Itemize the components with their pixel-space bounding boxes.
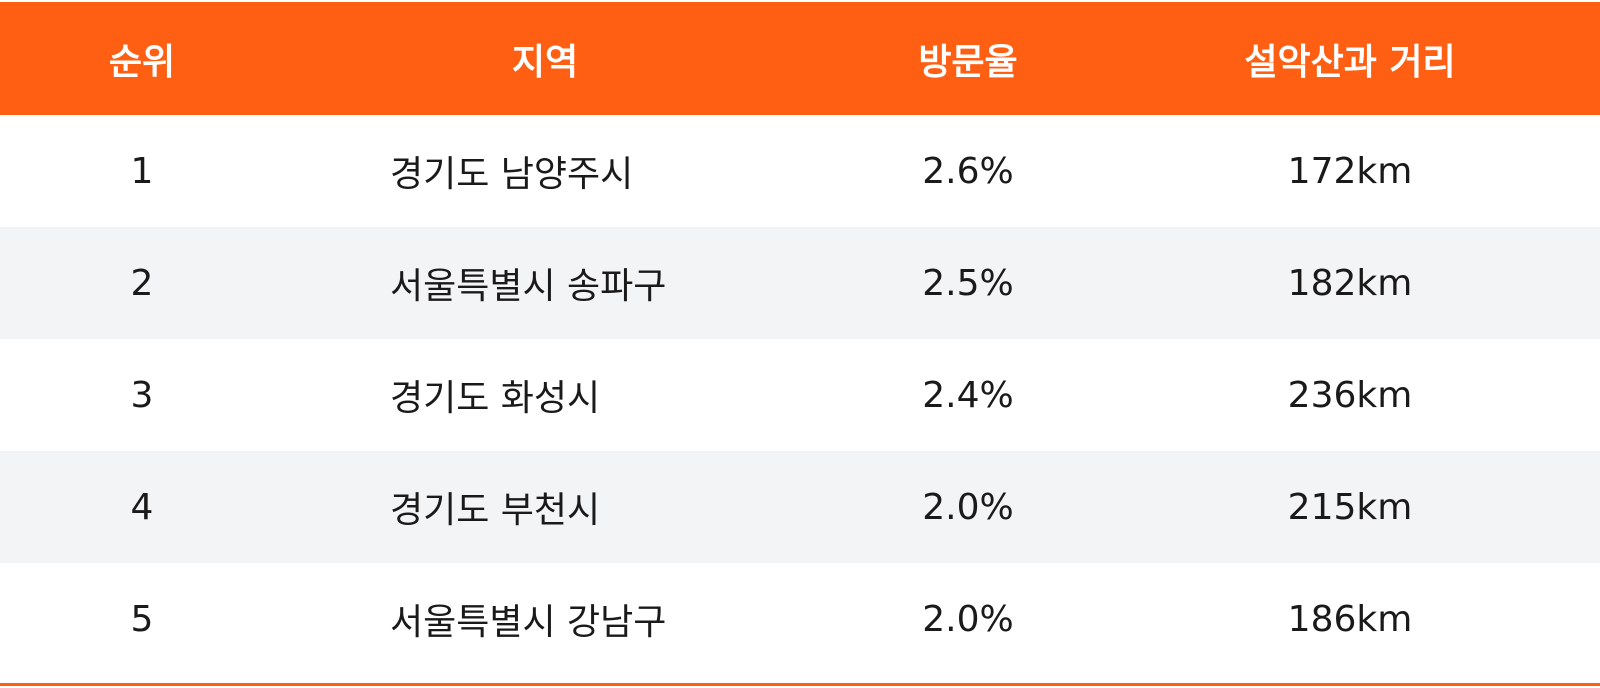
table-row: 2 서울특별시 송파구 2.5% 182km [0,227,1600,339]
header-cell: 지역 [511,41,579,83]
table-cell: 경기도 화성시 [390,378,601,419]
table-cell: 경기도 남양주시 [390,154,634,195]
table-cell: 215km [1287,486,1413,528]
header-cell: 방문율 [918,41,1018,83]
table-row: 3 경기도 화성시 2.4% 236km [0,339,1600,451]
table-cell: 2 [130,262,154,304]
table-cell: 2.6% [922,150,1014,192]
table-cell: 186km [1287,598,1413,640]
table-row: 1 경기도 남양주시 2.6% 172km [0,115,1600,227]
table-cell: 1 [130,150,154,192]
table-cell: 2.0% [922,598,1014,640]
table-cell: 172km [1287,150,1413,192]
table-cell: 2.4% [922,374,1014,416]
table-cell: 경기도 부천시 [390,490,601,531]
table-bottom-border [0,683,1600,686]
table-cell: 236km [1287,374,1413,416]
table-cell: 4 [130,486,154,528]
table-cell: 2.0% [922,486,1014,528]
table-row: 4 경기도 부천시 2.0% 215km [0,451,1600,563]
table-cell: 182km [1287,262,1413,304]
header-cell: 설악산과 거리 [1244,41,1456,83]
table-header: 순위 지역 방문율 설악산과 거리 [0,2,1600,115]
table-cell: 3 [130,374,154,416]
table-cell: 5 [130,598,154,640]
table-row: 5 서울특별시 강남구 2.0% 186km [0,563,1600,675]
table-cell: 서울특별시 송파구 [390,266,667,307]
header-cell: 순위 [108,41,176,83]
table-cell: 서울특별시 강남구 [390,602,667,643]
table-cell: 2.5% [922,262,1014,304]
